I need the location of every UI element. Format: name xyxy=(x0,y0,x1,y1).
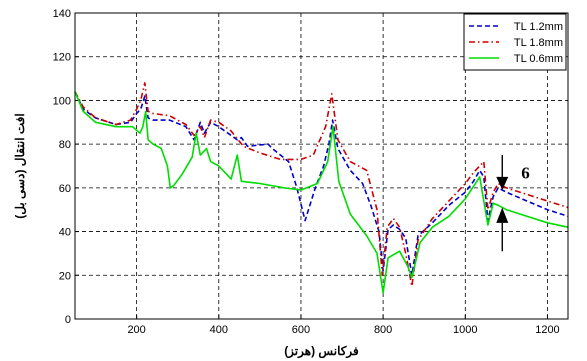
y-tick-label: 0 xyxy=(65,314,71,326)
series-lines xyxy=(74,82,569,294)
up-arrow-icon xyxy=(496,207,509,223)
tick-labels: 200 400 600 800 1000 1200 0 20 40 60 80 100 120 140 xyxy=(53,8,560,336)
y-tick-label: 140 xyxy=(53,8,71,20)
x-tick-label: 1000 xyxy=(453,324,477,336)
series-line xyxy=(74,91,569,277)
x-tick-label: 200 xyxy=(127,324,145,336)
y-tick-label: 100 xyxy=(53,95,71,107)
y-tick-label: 60 xyxy=(59,183,71,195)
x-tick-label: 400 xyxy=(210,324,228,336)
x-axis-label: فرکانس (هرتز) xyxy=(284,344,359,359)
x-tick-label: 600 xyxy=(292,324,310,336)
legend-label: TL 1.2mm xyxy=(514,21,563,33)
down-arrow-icon xyxy=(496,176,509,191)
series-line xyxy=(74,91,569,294)
x-tick-label: 1200 xyxy=(535,324,559,336)
legend: TL 1.2mm TL 1.8mm TL 0.6mm xyxy=(463,13,567,71)
legend-label: TL 1.8mm xyxy=(514,37,563,49)
y-axis-label: افت انتقال (دسی بل) xyxy=(13,113,27,218)
difference-annotation: 6 xyxy=(496,155,530,252)
x-tick-label: 800 xyxy=(374,324,392,336)
y-tick-label: 80 xyxy=(59,139,71,151)
plot-frame xyxy=(74,12,569,320)
y-tick-label: 20 xyxy=(59,270,71,282)
legend-label: TL 0.6mm xyxy=(514,53,563,65)
y-tick-label: 40 xyxy=(59,227,71,239)
annotation-label: 6 xyxy=(521,164,530,183)
series-line xyxy=(74,82,569,287)
y-tick-label: 120 xyxy=(53,52,71,64)
legend-box xyxy=(463,13,567,71)
